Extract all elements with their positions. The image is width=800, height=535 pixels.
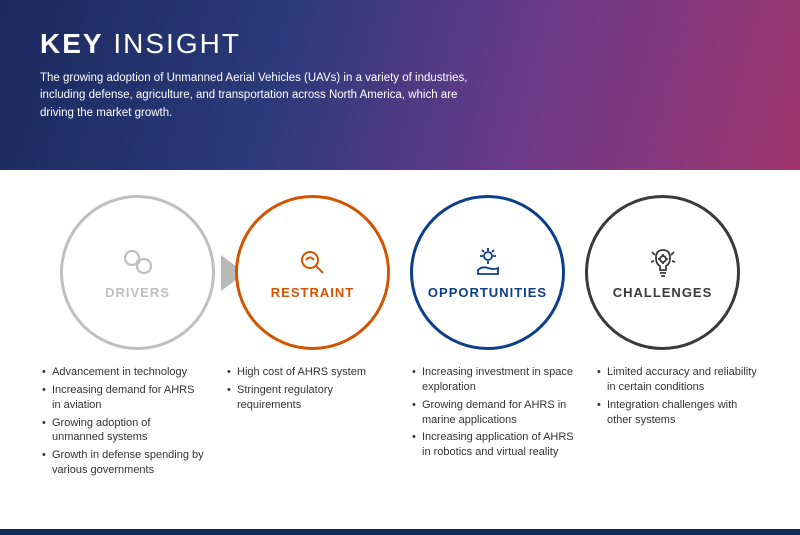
label-challenges: CHALLENGES — [613, 285, 713, 300]
hand-sun-icon — [470, 245, 506, 279]
points-challenges: Limited accuracy and reliability in cert… — [585, 365, 770, 481]
circles-row: DRIVERS RESTRAINT OPPORTUNITIES CHALLENG… — [0, 170, 800, 355]
section-challenges: CHALLENGES — [575, 195, 750, 350]
list-item: Limited accuracy and reliability in cert… — [607, 365, 760, 395]
section-opportunities: OPPORTUNITIES — [400, 195, 575, 350]
list-item: Growth in defense spending by various go… — [52, 448, 205, 478]
list-item: High cost of AHRS system — [237, 365, 390, 380]
list-item: Increasing investment in space explorati… — [422, 365, 575, 395]
header-description: The growing adoption of Unmanned Aerial … — [40, 70, 470, 122]
list-item: Increasing application of AHRS in roboti… — [422, 430, 575, 460]
circle-drivers: DRIVERS — [60, 195, 215, 350]
list-opportunities: Increasing investment in space explorati… — [410, 365, 575, 460]
points-drivers: Advancement in technology Increasing dema… — [30, 365, 215, 481]
section-drivers: DRIVERS — [50, 195, 225, 350]
list-item: Integration challenges with other system… — [607, 398, 760, 428]
points-opportunities: Increasing investment in space explorati… — [400, 365, 585, 481]
label-restraint: RESTRAINT — [271, 285, 354, 300]
key-insight-header: KEY INSIGHT The growing adoption of Unma… — [0, 0, 800, 170]
circle-challenges: CHALLENGES — [585, 195, 740, 350]
points-restraint: High cost of AHRS system Stringent regula… — [215, 365, 400, 481]
list-item: Growing adoption of unmanned systems — [52, 416, 205, 446]
footer-bar — [0, 529, 800, 535]
header-title: KEY INSIGHT — [40, 28, 760, 60]
points-row: Advancement in technology Increasing dema… — [0, 355, 800, 481]
list-restraint: High cost of AHRS system Stringent regula… — [225, 365, 390, 413]
magnifier-icon — [296, 245, 330, 279]
list-challenges: Limited accuracy and reliability in cert… — [595, 365, 760, 427]
list-item: Increasing demand for AHRS in aviation — [52, 383, 205, 413]
list-drivers: Advancement in technology Increasing dema… — [40, 365, 205, 478]
label-opportunities: OPPORTUNITIES — [428, 285, 547, 300]
bulb-gear-icon — [646, 245, 680, 279]
circle-restraint: RESTRAINT — [235, 195, 390, 350]
list-item: Stringent regulatory requirements — [237, 383, 390, 413]
label-drivers: DRIVERS — [105, 285, 170, 300]
section-restraint: RESTRAINT — [225, 195, 400, 350]
header-title-light: INSIGHT — [113, 28, 241, 59]
header-title-bold: KEY — [40, 28, 104, 59]
chain-icon — [121, 245, 155, 279]
circle-opportunities: OPPORTUNITIES — [410, 195, 565, 350]
list-item: Growing demand for AHRS in marine applic… — [422, 398, 575, 428]
list-item: Advancement in technology — [52, 365, 205, 380]
